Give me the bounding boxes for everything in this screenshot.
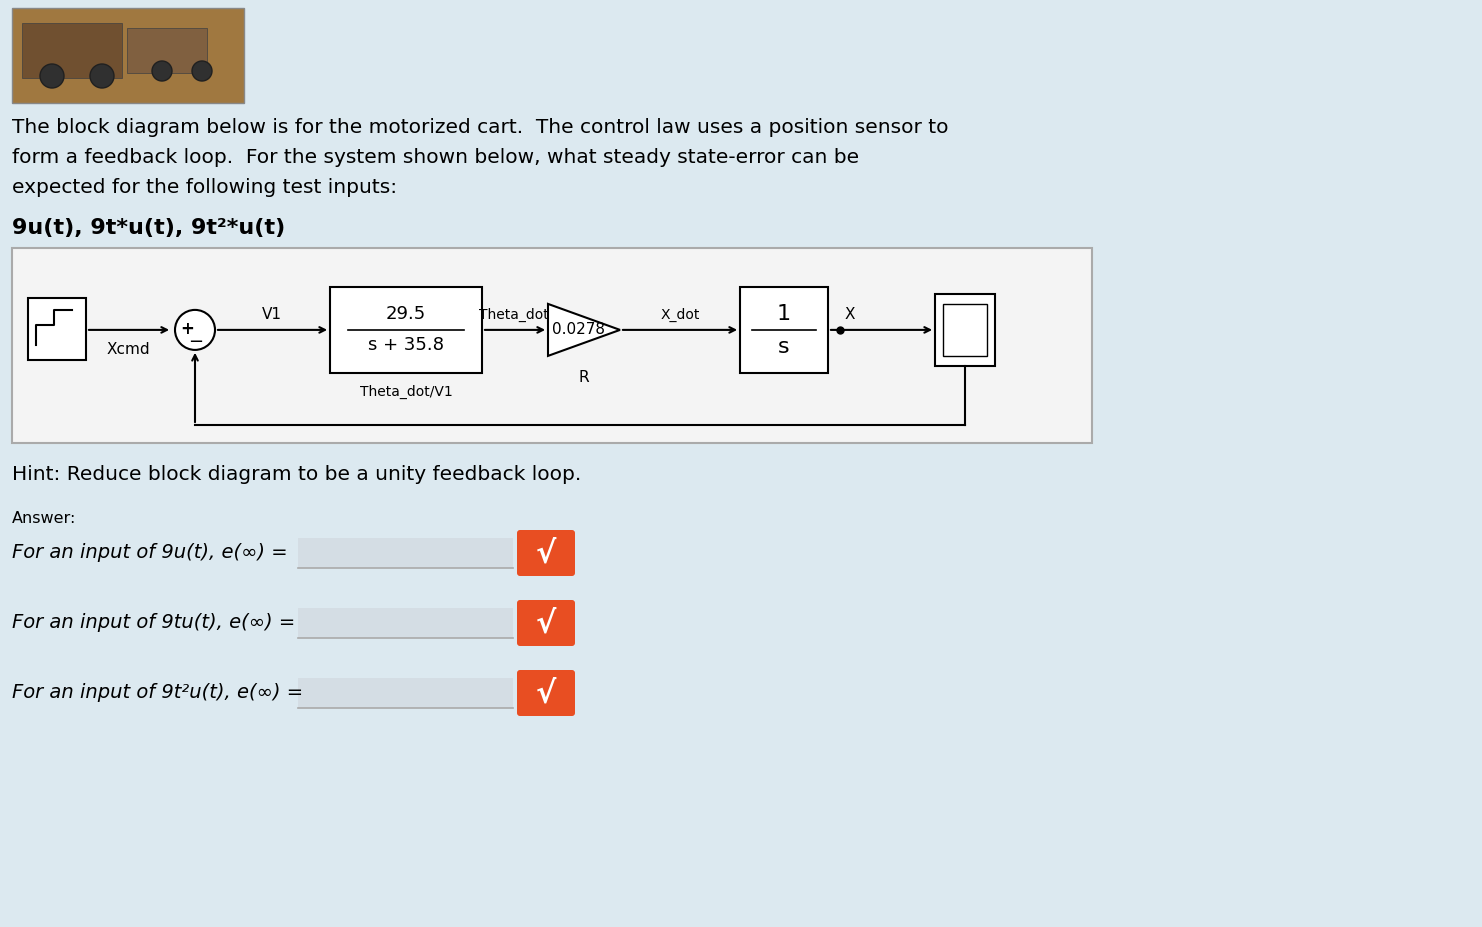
Text: s: s: [778, 337, 790, 357]
Bar: [330, 286, 482, 373]
Bar: [943, 304, 987, 356]
Text: 0.0278: 0.0278: [551, 323, 605, 337]
Bar: [127, 28, 207, 73]
Text: For an input of 9u(t), e(∞) =: For an input of 9u(t), e(∞) =: [12, 543, 288, 563]
Text: 29.5: 29.5: [385, 305, 427, 324]
Circle shape: [193, 61, 212, 81]
Text: Xcmd: Xcmd: [107, 342, 150, 357]
Text: 9u(t), 9t*u(t), 9t²*u(t): 9u(t), 9t*u(t), 9t²*u(t): [12, 218, 285, 238]
Text: Theta_dot/V1: Theta_dot/V1: [360, 385, 452, 399]
Text: form a feedback loop.  For the system shown below, what steady state-error can b: form a feedback loop. For the system sho…: [12, 148, 860, 167]
Text: √: √: [536, 540, 556, 568]
Text: The block diagram below is for the motorized cart.  The control law uses a posit: The block diagram below is for the motor…: [12, 118, 948, 137]
Bar: [298, 608, 513, 638]
Text: V1: V1: [262, 307, 282, 322]
Text: R: R: [578, 370, 590, 385]
Text: 1: 1: [777, 304, 791, 324]
Text: √: √: [536, 609, 556, 639]
Text: For an input of 9t²u(t), e(∞) =: For an input of 9t²u(t), e(∞) =: [12, 683, 304, 703]
Text: √: √: [536, 679, 556, 708]
Text: X: X: [845, 307, 855, 322]
Bar: [12, 248, 1092, 443]
FancyBboxPatch shape: [517, 670, 575, 716]
Bar: [740, 286, 828, 373]
Text: For an input of 9tu(t), e(∞) =: For an input of 9tu(t), e(∞) =: [12, 614, 295, 632]
Text: X_dot: X_dot: [661, 308, 700, 322]
Bar: [935, 294, 994, 366]
Circle shape: [90, 64, 114, 88]
Bar: [298, 538, 513, 568]
Bar: [298, 678, 513, 708]
Text: expected for the following test inputs:: expected for the following test inputs:: [12, 178, 397, 197]
Circle shape: [175, 310, 215, 349]
Text: Hint: Reduce block diagram to be a unity feedback loop.: Hint: Reduce block diagram to be a unity…: [12, 465, 581, 484]
Circle shape: [40, 64, 64, 88]
Text: −: −: [188, 333, 203, 351]
Text: Answer:: Answer:: [12, 511, 77, 526]
FancyBboxPatch shape: [517, 600, 575, 646]
Bar: [12, 8, 245, 103]
Text: +: +: [179, 320, 194, 338]
FancyBboxPatch shape: [517, 530, 575, 576]
Text: Theta_dot: Theta_dot: [479, 308, 548, 322]
Text: s + 35.8: s + 35.8: [368, 337, 445, 354]
Bar: [28, 298, 86, 360]
Bar: [22, 23, 122, 78]
Polygon shape: [548, 304, 619, 356]
Circle shape: [153, 61, 172, 81]
